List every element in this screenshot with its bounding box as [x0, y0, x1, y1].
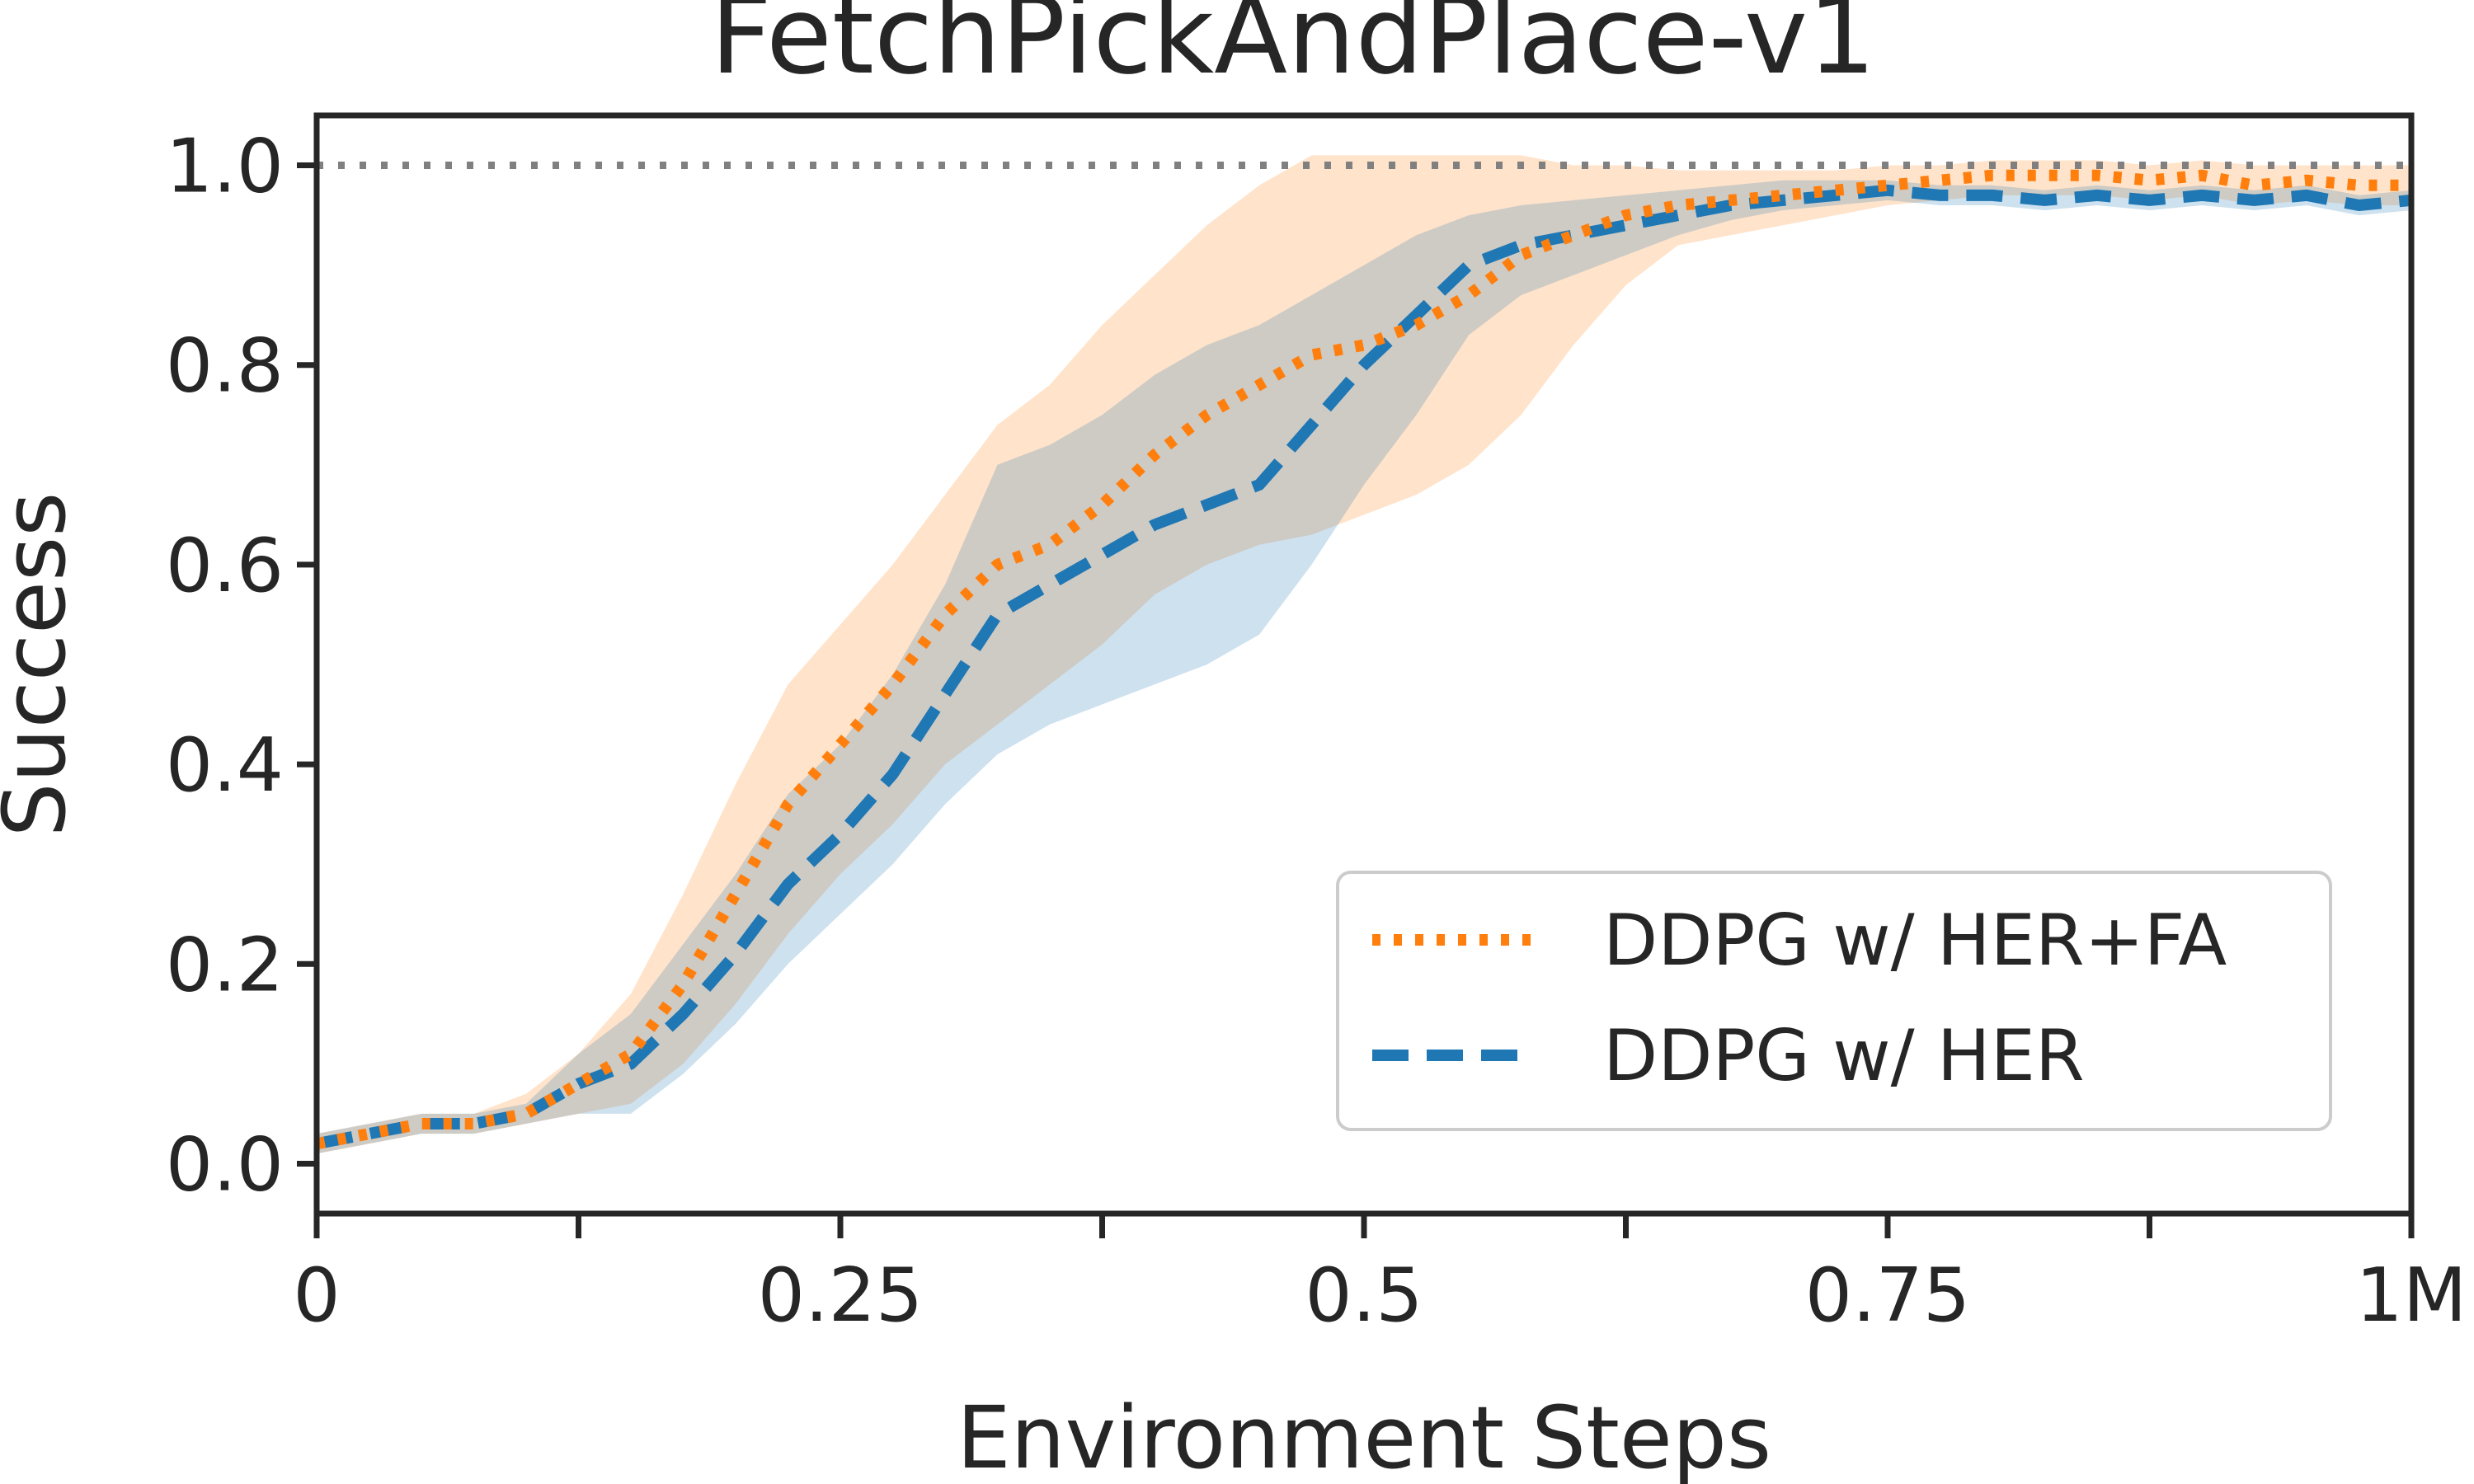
y-tick-label-0: 0.0 [166, 1121, 284, 1208]
confidence-band-0 [317, 155, 2411, 1154]
confidence-band-1 [317, 180, 2411, 1154]
y-tick-label-4: 0.8 [166, 323, 284, 410]
y-tick-label-1: 0.2 [166, 922, 284, 1008]
x-tick-label-0: 0 [293, 1252, 340, 1339]
y-tick-label-3: 0.6 [166, 523, 284, 609]
x-axis: 0 0.25 0.5 0.75 1M [293, 1214, 2467, 1339]
x-tick-label-4: 1M [2356, 1252, 2467, 1339]
y-tick-label-2: 0.4 [166, 722, 284, 809]
legend-label-her: DDPG w/ HER [1603, 1015, 2085, 1097]
x-tick-label-1: 0.25 [758, 1252, 923, 1339]
legend-label-her-fa: DDPG w/ HER+FA [1603, 899, 2227, 982]
legend-box [1336, 871, 2332, 1131]
x-axis-title: Environment Steps [957, 1388, 1771, 1484]
y-tick-label-5: 1.0 [166, 124, 284, 210]
series-lines [315, 169, 2412, 1150]
legend: DDPG w/ HER+FA DDPG w/ HER [1336, 871, 2332, 1131]
confidence-bands [317, 155, 2411, 1154]
series-line-0 [315, 169, 2411, 1150]
chart-title: FetchPickAndPlace-v1 [710, 0, 1875, 98]
y-axis: 0.0 0.2 0.4 0.6 0.8 1.0 [166, 124, 317, 1208]
series-line-1 [315, 184, 2412, 1150]
x-tick-label-3: 0.75 [1805, 1252, 1970, 1339]
x-tick-label-2: 0.5 [1305, 1252, 1423, 1339]
y-axis-title: Success [0, 492, 85, 838]
